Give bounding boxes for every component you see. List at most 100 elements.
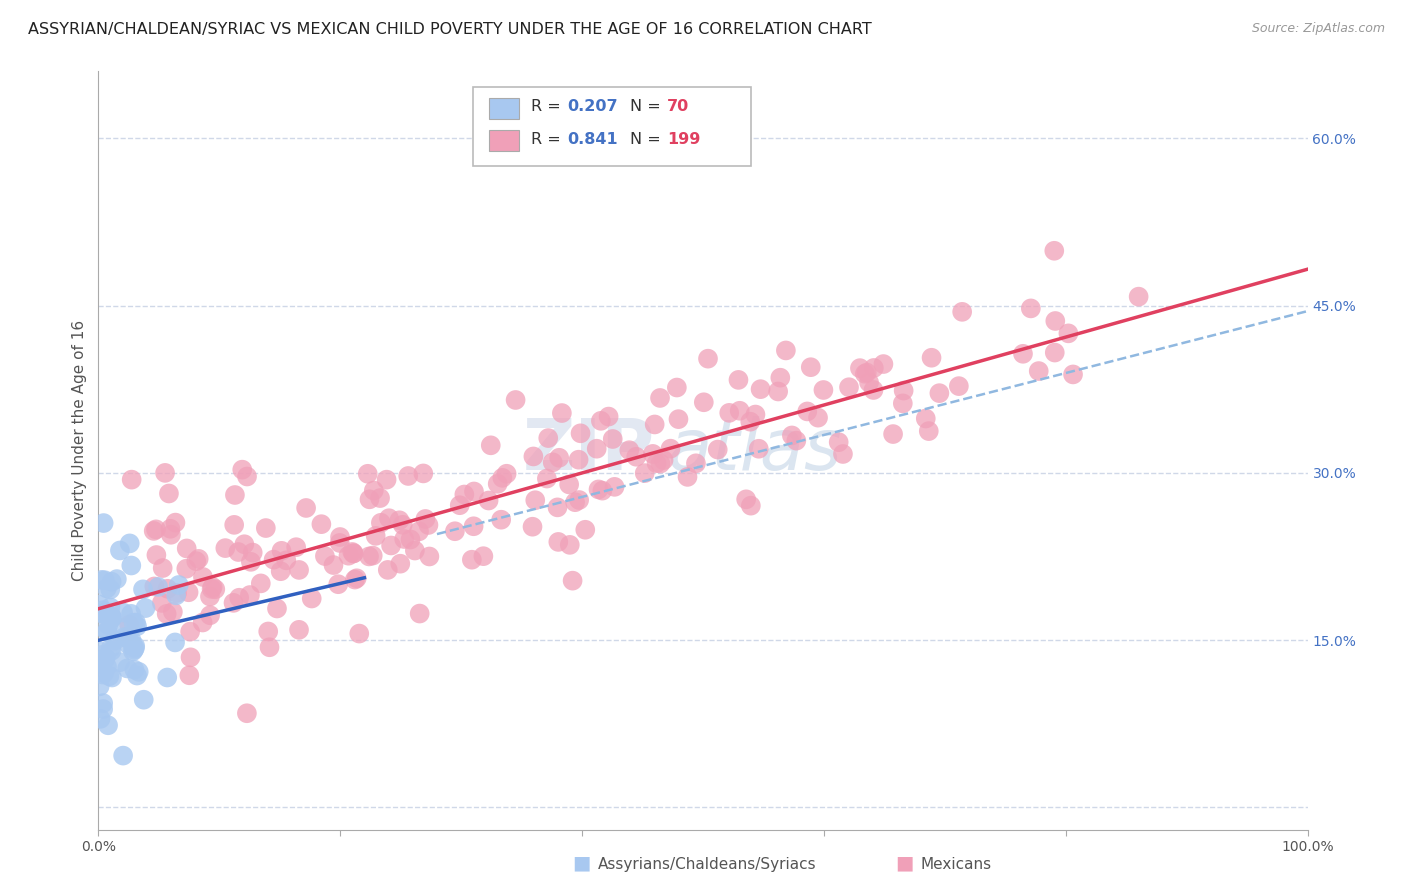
Point bbox=[93, 654, 115, 668]
Point bbox=[644, 417, 666, 432]
Point bbox=[641, 447, 664, 461]
Point bbox=[453, 487, 475, 501]
Point bbox=[418, 549, 440, 564]
Point bbox=[117, 630, 139, 644]
Point bbox=[91, 696, 114, 710]
Point bbox=[242, 545, 264, 559]
Point bbox=[179, 668, 201, 682]
Point bbox=[145, 522, 167, 536]
Point bbox=[201, 580, 224, 594]
Point bbox=[478, 493, 501, 508]
Point bbox=[224, 517, 246, 532]
Text: atlas: atlas bbox=[666, 416, 841, 485]
Point bbox=[569, 426, 592, 441]
Point bbox=[329, 530, 352, 544]
Point bbox=[200, 582, 222, 596]
Point bbox=[93, 516, 115, 530]
Point bbox=[796, 404, 818, 418]
Point bbox=[749, 382, 772, 396]
Point bbox=[357, 467, 380, 481]
Point bbox=[226, 545, 249, 559]
Point bbox=[124, 639, 146, 653]
Point bbox=[124, 663, 146, 677]
Point bbox=[862, 383, 884, 397]
Point bbox=[800, 360, 823, 375]
Point bbox=[1043, 345, 1066, 359]
Point bbox=[832, 447, 855, 461]
Point bbox=[91, 607, 114, 621]
Point bbox=[603, 480, 626, 494]
Point bbox=[96, 624, 118, 639]
Point bbox=[328, 577, 350, 591]
Point bbox=[1028, 364, 1050, 378]
Point bbox=[236, 469, 259, 483]
Point bbox=[125, 615, 148, 630]
Point bbox=[97, 607, 120, 622]
Point bbox=[524, 493, 547, 508]
Point bbox=[346, 571, 368, 585]
Point bbox=[120, 558, 142, 573]
Point bbox=[463, 519, 485, 533]
Point bbox=[112, 630, 135, 644]
Point bbox=[121, 633, 143, 648]
Point bbox=[828, 435, 851, 450]
Point bbox=[148, 580, 170, 594]
Point bbox=[98, 600, 121, 615]
Point bbox=[150, 596, 173, 610]
Point bbox=[363, 483, 385, 498]
Point bbox=[668, 412, 690, 426]
Point bbox=[1012, 347, 1035, 361]
Point bbox=[740, 415, 762, 429]
Point bbox=[849, 361, 872, 376]
Point bbox=[249, 576, 271, 591]
FancyBboxPatch shape bbox=[474, 87, 751, 166]
Point bbox=[108, 655, 131, 669]
Point bbox=[156, 582, 179, 596]
Point bbox=[263, 552, 285, 566]
Text: 199: 199 bbox=[666, 132, 700, 147]
Point bbox=[735, 492, 758, 507]
Point bbox=[105, 572, 128, 586]
Point bbox=[921, 351, 943, 365]
Point bbox=[112, 606, 135, 620]
Point bbox=[228, 591, 250, 605]
Point bbox=[461, 552, 484, 566]
Point bbox=[301, 591, 323, 606]
Point bbox=[104, 633, 127, 648]
Point bbox=[91, 603, 114, 617]
Point bbox=[96, 624, 118, 639]
Text: N =: N = bbox=[630, 132, 666, 147]
Point bbox=[665, 380, 688, 394]
Point bbox=[495, 467, 517, 481]
Point bbox=[100, 644, 122, 658]
Point bbox=[863, 360, 886, 375]
Point bbox=[404, 543, 426, 558]
Point bbox=[775, 343, 797, 358]
Point bbox=[288, 623, 311, 637]
Point bbox=[329, 536, 352, 550]
Point bbox=[236, 706, 259, 721]
Point bbox=[706, 442, 728, 457]
Point bbox=[110, 621, 132, 635]
Point bbox=[685, 456, 707, 470]
Point bbox=[602, 432, 624, 446]
Point bbox=[479, 438, 502, 452]
Point bbox=[838, 380, 860, 394]
Point bbox=[472, 549, 495, 564]
Point bbox=[343, 546, 366, 560]
Point bbox=[108, 543, 131, 558]
Point bbox=[536, 471, 558, 485]
Point bbox=[295, 500, 318, 515]
Point bbox=[121, 637, 143, 651]
Point bbox=[96, 659, 118, 673]
FancyBboxPatch shape bbox=[489, 98, 519, 120]
Text: ■: ■ bbox=[572, 854, 591, 872]
Point bbox=[160, 528, 183, 542]
Point bbox=[1057, 326, 1080, 341]
Point bbox=[121, 473, 143, 487]
Point bbox=[659, 442, 682, 456]
Point bbox=[619, 443, 641, 458]
Point bbox=[342, 545, 364, 559]
Point bbox=[882, 427, 904, 442]
Point bbox=[357, 549, 380, 564]
